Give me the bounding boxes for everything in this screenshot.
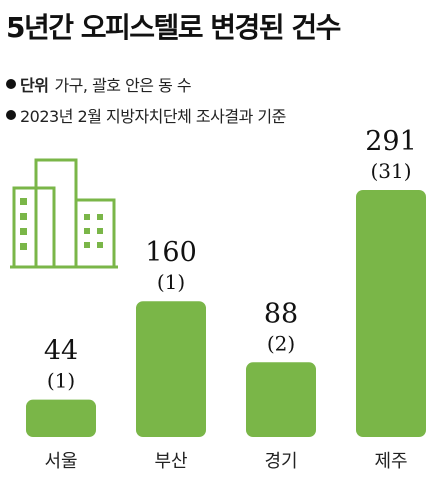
category-label: 서울 [44,451,77,472]
unit-note: 단위 가구, 괄호 안은 동 수 [6,72,192,96]
value-label: 160 [145,237,197,268]
value-label: 44 [44,336,78,367]
basis-text: 2023년 2월 지방자치단체 조사결과 기준 [20,107,286,126]
bar-부산 [136,301,206,437]
building-count-label: (1) [157,270,185,294]
value-label: 291 [365,126,417,157]
bar-서울 [26,399,96,437]
bullet-dot-icon [6,79,16,89]
chart-title: 5년간 오피스텔로 변경된 건수 [6,11,341,44]
category-label: 부산 [154,451,187,472]
value-label: 88 [264,298,298,329]
bar-제주 [356,190,426,437]
bar-경기 [246,362,316,437]
building-count-label: (1) [47,369,75,393]
unit-text: 가구, 괄호 안은 동 수 [54,76,192,95]
category-label: 제주 [374,451,407,472]
building-count-label: (31) [370,159,411,183]
basis-note: 2023년 2월 지방자치단체 조사결과 기준 [6,103,286,127]
unit-label: 단위 [20,76,49,95]
category-label: 경기 [264,451,297,472]
building-count-label: (2) [267,331,295,355]
building-icon [10,158,118,269]
bullet-dot-icon [6,110,16,120]
